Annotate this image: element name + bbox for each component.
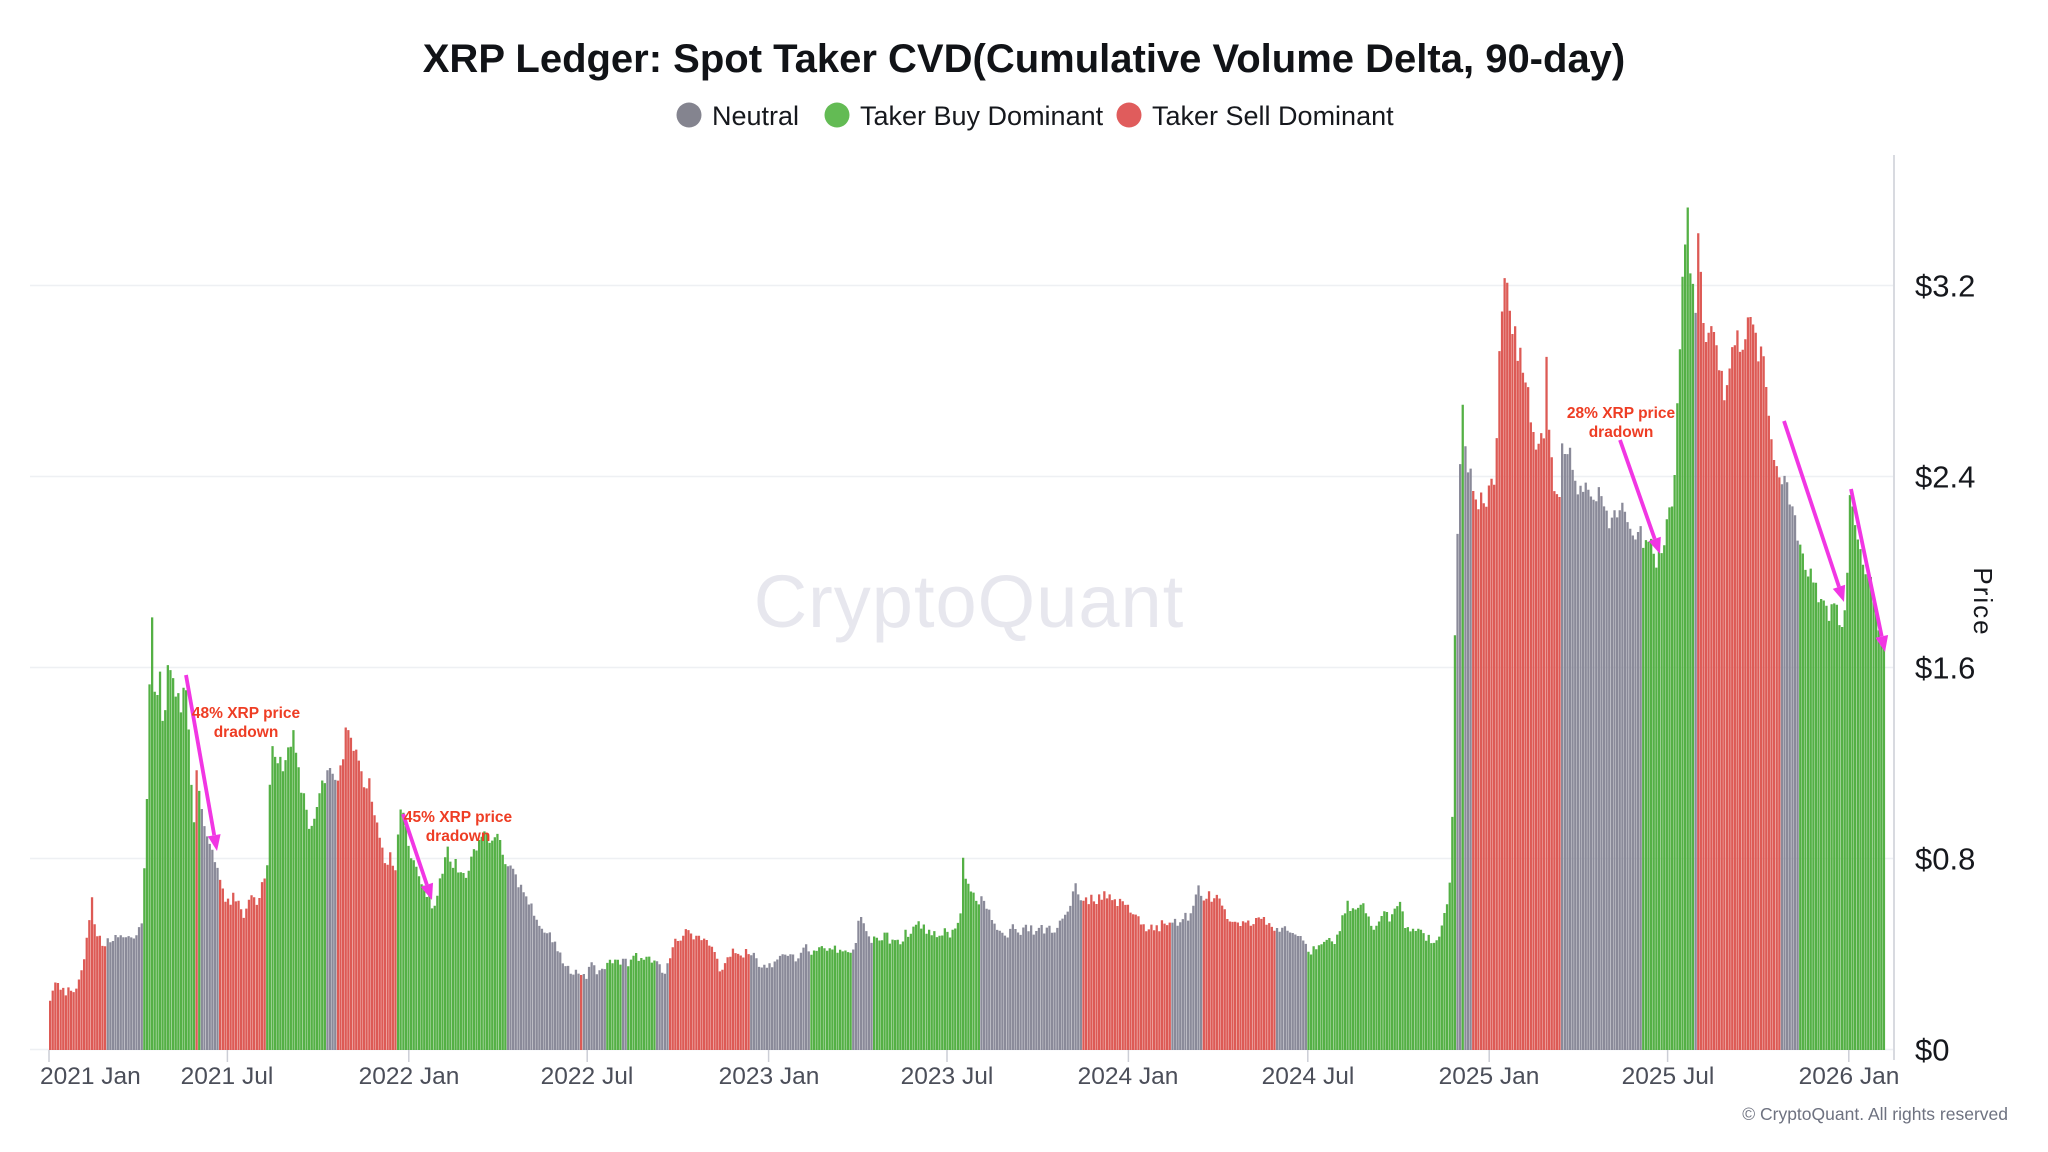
svg-text:45% XRP price: 45% XRP price bbox=[404, 809, 513, 826]
svg-text:$1.6: $1.6 bbox=[1915, 651, 1975, 686]
svg-text:2021 Jul: 2021 Jul bbox=[181, 1063, 274, 1090]
svg-text:2024 Jul: 2024 Jul bbox=[1262, 1063, 1355, 1090]
svg-text:2024 Jan: 2024 Jan bbox=[1078, 1063, 1179, 1090]
svg-text:2022 Jul: 2022 Jul bbox=[541, 1063, 634, 1090]
svg-text:XRP Ledger: Spot Taker CVD(Cum: XRP Ledger: Spot Taker CVD(Cumulative Vo… bbox=[423, 37, 1626, 81]
svg-text:© CryptoQuant. All rights rese: © CryptoQuant. All rights reserved bbox=[1742, 1104, 2008, 1124]
svg-text:$2.4: $2.4 bbox=[1915, 460, 1975, 495]
svg-text:2023 Jan: 2023 Jan bbox=[719, 1063, 820, 1090]
svg-text:48% XRP price: 48% XRP price bbox=[192, 705, 301, 722]
svg-text:$3.2: $3.2 bbox=[1915, 269, 1975, 304]
svg-text:dradown: dradown bbox=[426, 828, 491, 845]
svg-text:CryptoQuant: CryptoQuant bbox=[754, 560, 1185, 643]
svg-text:2021 Jan: 2021 Jan bbox=[40, 1063, 141, 1090]
svg-text:Taker Sell Dominant: Taker Sell Dominant bbox=[1152, 101, 1394, 131]
svg-text:2025 Jul: 2025 Jul bbox=[1622, 1063, 1715, 1090]
svg-text:dradown: dradown bbox=[214, 724, 279, 741]
svg-text:Price: Price bbox=[1968, 567, 1998, 636]
svg-text:2022 Jan: 2022 Jan bbox=[359, 1063, 460, 1090]
svg-text:28% XRP price: 28% XRP price bbox=[1567, 405, 1676, 422]
svg-text:$0: $0 bbox=[1915, 1033, 1949, 1068]
svg-text:Neutral: Neutral bbox=[712, 101, 799, 131]
svg-text:2026 Jan: 2026 Jan bbox=[1799, 1063, 1900, 1090]
svg-text:dradown: dradown bbox=[1589, 424, 1654, 441]
svg-text:2023 Jul: 2023 Jul bbox=[901, 1063, 994, 1090]
svg-text:Taker Buy Dominant: Taker Buy Dominant bbox=[860, 101, 1104, 131]
svg-text:2025 Jan: 2025 Jan bbox=[1439, 1063, 1540, 1090]
svg-text:$0.8: $0.8 bbox=[1915, 842, 1975, 877]
